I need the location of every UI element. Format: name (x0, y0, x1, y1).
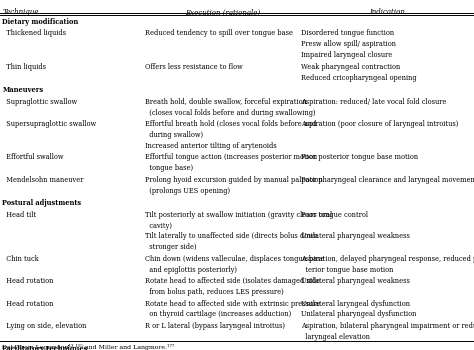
Text: Execution (rationale): Execution (rationale) (185, 8, 260, 16)
Text: Head tilt: Head tilt (2, 211, 36, 219)
Text: Unilateral laryngeal dysfunction: Unilateral laryngeal dysfunction (301, 300, 410, 308)
Text: from bolus path, reduces LES pressure): from bolus path, reduces LES pressure) (145, 288, 283, 296)
Text: Poor posterior tongue base motion: Poor posterior tongue base motion (301, 153, 418, 161)
Text: Technique: Technique (2, 8, 39, 16)
Text: Disordered tongue function: Disordered tongue function (301, 29, 394, 37)
Text: Aspiration (poor closure of laryngeal introitus): Aspiration (poor closure of laryngeal in… (301, 120, 458, 128)
Text: Reduced cricopharyngeal opening: Reduced cricopharyngeal opening (301, 74, 417, 82)
Text: Aspiration, bilateral pharyngeal impairment or reduced: Aspiration, bilateral pharyngeal impairm… (301, 322, 474, 330)
Text: Rotate head to affected side with extrinsic pressure: Rotate head to affected side with extrin… (145, 300, 320, 308)
Text: Maneuvers: Maneuvers (2, 86, 44, 94)
Text: tongue base): tongue base) (145, 164, 193, 172)
Text: Presw allow spill/ aspiration: Presw allow spill/ aspiration (301, 40, 396, 48)
Text: Offers less resistance to flow: Offers less resistance to flow (145, 63, 242, 71)
Text: Aspiration: reduced/ late vocal fold closure: Aspiration: reduced/ late vocal fold clo… (301, 98, 447, 106)
Text: Supraglottic swallow: Supraglottic swallow (2, 98, 77, 106)
Text: Data from Logemann¹³·¹⁵⁵ and Miller and Langmore.¹⁷⁷: Data from Logemann¹³·¹⁵⁵ and Miller and … (2, 344, 175, 350)
Text: (closes vocal folds before and during swallowing): (closes vocal folds before and during sw… (145, 108, 315, 117)
Text: Effortful swallow: Effortful swallow (2, 153, 64, 161)
Text: Poor pharyngeal clearance and laryngeal movement: Poor pharyngeal clearance and laryngeal … (301, 176, 474, 184)
Text: laryngeal elevation: laryngeal elevation (301, 333, 370, 341)
Text: on thyroid cartilage (increases adduction): on thyroid cartilage (increases adductio… (145, 310, 291, 318)
Text: Increased anterior tilting of arytenoids: Increased anterior tilting of arytenoids (145, 142, 276, 150)
Text: Indication: Indication (370, 8, 405, 16)
Text: Breath hold, double swallow, forceful expiration: Breath hold, double swallow, forceful ex… (145, 98, 307, 106)
Text: Chin tuck: Chin tuck (2, 255, 39, 263)
Text: Reduced tendency to spill over tongue base: Reduced tendency to spill over tongue ba… (145, 29, 292, 37)
Text: Effortful breath hold (closes vocal folds before and: Effortful breath hold (closes vocal fold… (145, 120, 316, 128)
Text: Unilateral pharyngeal weakness: Unilateral pharyngeal weakness (301, 232, 410, 240)
Text: cavity): cavity) (145, 222, 172, 230)
Text: Thin liquids: Thin liquids (2, 63, 46, 71)
Text: Unilateral pharyngeal dysfunction: Unilateral pharyngeal dysfunction (301, 310, 416, 318)
Text: and epiglottis posteriorly): and epiglottis posteriorly) (145, 266, 237, 274)
Text: Thickened liquids: Thickened liquids (2, 29, 66, 37)
Text: Aspiration, delayed pharyngeal response, reduced pos-: Aspiration, delayed pharyngeal response,… (301, 255, 474, 263)
Text: Tilt posteriorly at swallow initiation (gravity clears oral: Tilt posteriorly at swallow initiation (… (145, 211, 332, 219)
Text: (prolongs UES opening): (prolongs UES opening) (145, 187, 230, 195)
Text: Effortful tongue action (increases posterior motion: Effortful tongue action (increases poste… (145, 153, 317, 161)
Text: R or L lateral (bypass laryngeal introitus): R or L lateral (bypass laryngeal introit… (145, 322, 284, 330)
Text: Head rotation: Head rotation (2, 300, 54, 308)
Text: Dietary modification: Dietary modification (2, 18, 79, 26)
Text: Weak pharyngeal contraction: Weak pharyngeal contraction (301, 63, 400, 71)
Text: Impaired laryngeal closure: Impaired laryngeal closure (301, 51, 392, 59)
Text: stronger side): stronger side) (145, 243, 196, 251)
Text: Supersupraglottic swallow: Supersupraglottic swallow (2, 120, 97, 128)
Text: Lying on side, elevation: Lying on side, elevation (2, 322, 87, 330)
Text: Mendelsohn maneuver: Mendelsohn maneuver (2, 176, 84, 184)
Text: Postural adjustments: Postural adjustments (2, 199, 82, 207)
Text: Facilitatory techniques: Facilitatory techniques (2, 345, 88, 350)
Text: Prolong hyoid excursion guided by manual palpation: Prolong hyoid excursion guided by manual… (145, 176, 322, 184)
Text: Head rotation: Head rotation (2, 277, 54, 285)
Text: Chin down (widens valleculae, displaces tongue base: Chin down (widens valleculae, displaces … (145, 255, 324, 263)
Text: Unilateral pharyngeal weakness: Unilateral pharyngeal weakness (301, 277, 410, 285)
Text: Poor tongue control: Poor tongue control (301, 211, 368, 219)
Text: Tilt laterally to unaffected side (directs bolus down: Tilt laterally to unaffected side (direc… (145, 232, 318, 240)
Text: terior tongue base motion: terior tongue base motion (301, 266, 393, 274)
Text: during swallow): during swallow) (145, 131, 203, 139)
Text: Rotate head to affected side (isolates damaged side: Rotate head to affected side (isolates d… (145, 277, 319, 285)
